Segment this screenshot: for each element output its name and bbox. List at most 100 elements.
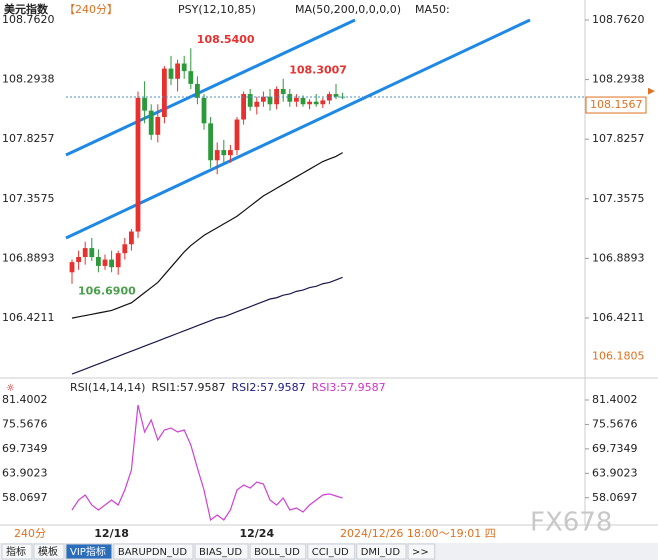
candle-body — [307, 101, 312, 105]
candle-body — [267, 96, 273, 105]
candle-body — [214, 150, 220, 161]
y-tick-label: 108.2938 — [2, 73, 55, 86]
indicator-label: RSI3:57.9587 — [312, 381, 386, 394]
candle-body — [247, 94, 253, 107]
marker-arrow: ▶ — [648, 87, 655, 97]
tab-bg — [194, 543, 249, 560]
candle-body — [320, 100, 326, 105]
candle-body — [287, 94, 293, 102]
y-tick-label: 106.8893 — [592, 251, 645, 264]
y-tick-label: 108.2938 — [592, 73, 645, 86]
candle-body — [168, 68, 174, 79]
candle-body — [82, 248, 88, 258]
y-tick-label: 107.8257 — [592, 132, 645, 145]
indicator-label: RSI1:57.9587 — [151, 381, 225, 394]
tab[interactable]: DMI_UD — [356, 543, 407, 560]
candle-body — [333, 94, 339, 97]
footer-time: 2024/12/26 18:00～19:01 四 — [340, 527, 496, 540]
candle-body — [274, 88, 279, 105]
candle-body — [261, 96, 266, 102]
tab-bg — [113, 543, 194, 560]
candle-body — [102, 259, 108, 266]
indicator-label: MA50: — [415, 3, 450, 16]
tab-label: CCI_UD — [312, 547, 349, 558]
ma-line — [71, 404, 343, 522]
candle-body — [208, 123, 213, 161]
tab-label: DMI_UD — [361, 547, 401, 558]
candle-body — [300, 97, 306, 105]
indicator-label: RSI2:57.9587 — [232, 381, 306, 394]
y-tick-label: 75.5676 — [2, 417, 48, 430]
y-tick-label: 107.3575 — [2, 192, 55, 205]
price-annotation: 108.5400 — [197, 33, 255, 46]
last-price-box — [585, 96, 647, 114]
candle-body — [254, 101, 260, 107]
y-tick-label: 58.0697 — [2, 491, 48, 504]
candle-body — [175, 63, 180, 79]
tab-bg — [1, 543, 33, 560]
tab-label: VIP指标 — [70, 545, 106, 558]
y-tick-label: 107.8257 — [2, 132, 55, 145]
channel-line — [65, 18, 356, 157]
y-tick-label: 63.9023 — [2, 466, 48, 479]
candle-body — [129, 231, 134, 245]
candle-body — [280, 88, 286, 95]
candle-body — [109, 259, 114, 268]
title: 美元指数 — [4, 2, 49, 16]
tab-bg — [249, 543, 307, 560]
y-tick-label: 63.9023 — [592, 466, 638, 479]
watermark: FX678 — [530, 508, 612, 538]
tab[interactable]: BARUPDN_UD — [113, 543, 194, 560]
y-tick-label: 58.0697 — [592, 491, 638, 504]
y-tick-label: 108.7620 — [2, 13, 55, 26]
tab[interactable]: 指标 — [1, 543, 33, 560]
y-tick-label: 106.8893 — [2, 251, 55, 264]
tab-label: >> — [412, 547, 429, 558]
candle-body — [234, 119, 240, 151]
y-tick-label: 69.7349 — [2, 442, 48, 455]
tab[interactable]: VIP指标 — [65, 543, 113, 560]
candle-body — [181, 63, 187, 72]
ma-line — [71, 276, 343, 375]
candle-body — [195, 83, 200, 98]
indicator-label: RSI(14,14,14) — [70, 381, 145, 394]
price-annotation: 106.6900 — [78, 285, 136, 298]
panel-icon: ☼ — [6, 383, 15, 394]
tab-bg — [65, 543, 113, 560]
price-annotation: 108.3007 — [289, 64, 347, 77]
y-tick-label: 81.4002 — [2, 393, 48, 406]
tab[interactable]: 模板 — [33, 543, 65, 560]
candle-body — [241, 94, 246, 120]
tab-bg — [407, 543, 436, 560]
tab-bg — [356, 543, 407, 560]
channel-line — [65, 18, 531, 240]
indicator-label: PSY(12,10,85) — [178, 3, 256, 16]
candle-body — [148, 110, 154, 135]
tab[interactable]: CCI_UD — [307, 543, 356, 560]
tab[interactable]: BIAS_UD — [194, 543, 249, 560]
y-tick-label: 106.4211 — [2, 311, 55, 324]
tab[interactable]: BOLL_UD — [249, 543, 307, 560]
candle-body — [162, 68, 167, 117]
candle-body — [201, 97, 207, 124]
y-tick-label: 75.5676 — [592, 417, 638, 430]
candle-body — [142, 97, 147, 111]
ma-line — [71, 152, 343, 319]
tab-label: 指标 — [6, 545, 26, 558]
candle-body — [221, 150, 227, 156]
low-marker-label: 106.1805 — [592, 350, 645, 363]
candle-body — [327, 94, 332, 101]
candle-body — [69, 262, 75, 273]
last-price-label: 108.1567 — [590, 98, 643, 111]
candle-body — [294, 97, 299, 102]
period: 【240分】 — [64, 3, 118, 16]
tab[interactable]: >> — [407, 543, 436, 560]
x-tick-label: 12/18 — [94, 527, 129, 540]
tab-label: BARUPDN_UD — [118, 547, 187, 558]
candle-body — [89, 248, 95, 258]
y-tick-label: 81.4002 — [592, 393, 638, 406]
tab-bg — [33, 543, 65, 560]
candle-body — [135, 97, 141, 232]
y-tick-label: 108.7620 — [592, 13, 645, 26]
